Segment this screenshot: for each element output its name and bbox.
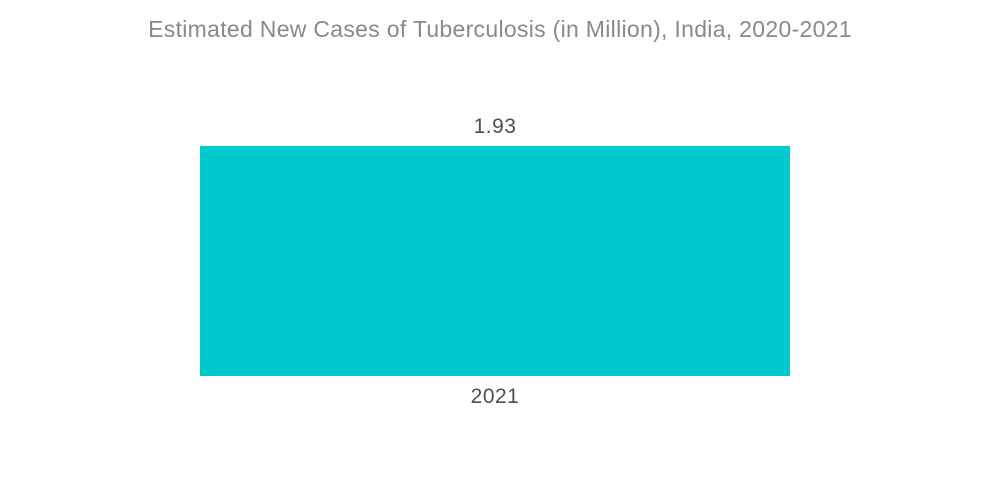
plot-area: 1.93 2021 (200, 0, 790, 504)
bar-value-label: 1.93 (473, 115, 517, 138)
chart-title: Estimated New Cases of Tuberculosis (in … (148, 16, 852, 42)
bar-2021 (200, 146, 790, 376)
category-label: 2021 (470, 385, 520, 408)
